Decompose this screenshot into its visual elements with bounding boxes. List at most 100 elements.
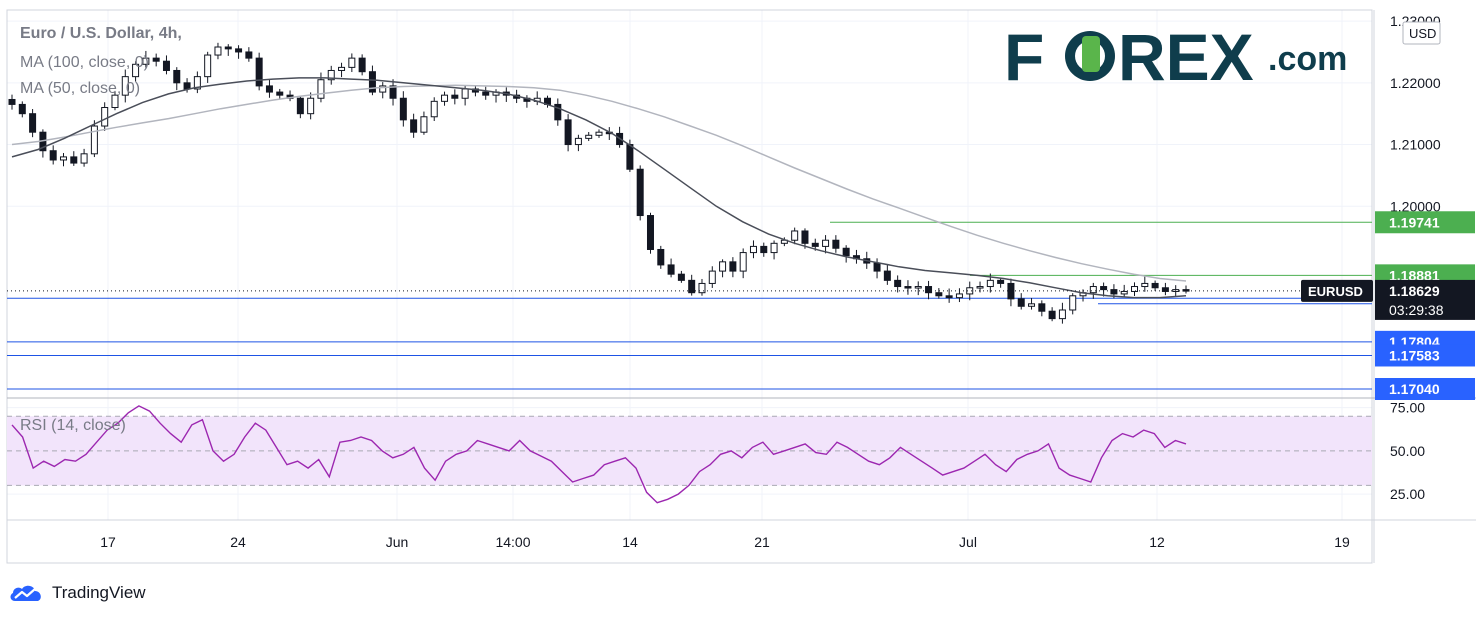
candle-body: [966, 287, 974, 295]
candle-body: [80, 153, 88, 164]
candle-body: [1089, 286, 1097, 294]
candle-body: [997, 279, 1005, 284]
x-tick-label: 14:00: [495, 534, 530, 550]
candle-body: [749, 245, 757, 254]
forex-logo-o-bar: [1082, 36, 1100, 72]
currency-label: USD: [1409, 26, 1436, 41]
candle-body: [1151, 282, 1159, 289]
legend-ma50: MA (50, close, 0): [20, 80, 140, 97]
candle-body: [1058, 309, 1066, 320]
candle-body: [574, 137, 582, 146]
candle-body: [894, 279, 902, 288]
candle-body: [204, 54, 212, 78]
candle-body: [925, 286, 933, 294]
candle-body: [1048, 310, 1056, 320]
chart-title: Euro / U.S. Dollar, 4h,: [20, 25, 182, 42]
candle-body: [1182, 289, 1190, 292]
ma50-line: [11, 77, 1187, 299]
candle-body: [121, 76, 129, 96]
candle-body: [904, 286, 912, 289]
ma100-line: [11, 84, 1187, 282]
rsi-tick-label: 25.00: [1390, 486, 1425, 502]
level-label-box: [1375, 378, 1475, 400]
candle-body: [955, 293, 963, 299]
countdown-label: 03:29:38: [1389, 302, 1444, 318]
candle-body: [832, 239, 840, 249]
symbol-label: EURUSD: [1308, 284, 1363, 299]
candle-body: [1028, 303, 1036, 307]
candle-body: [1110, 289, 1118, 295]
candle-body: [410, 119, 418, 133]
candle-body: [420, 116, 428, 133]
candle-body: [441, 94, 449, 102]
candle-body: [760, 245, 768, 254]
candle-body: [719, 261, 727, 272]
candle-body: [152, 57, 160, 62]
candle-body: [822, 239, 830, 247]
candle-body: [1120, 290, 1128, 295]
level-label: 1.17040: [1389, 381, 1440, 397]
candle-body: [935, 292, 943, 297]
level-label-box: [1375, 211, 1475, 234]
candle-body: [708, 270, 716, 284]
candle-body: [595, 131, 603, 136]
candle-body: [677, 273, 685, 281]
candle-body: [49, 150, 57, 161]
candle-body: [729, 261, 737, 272]
legend-ma100: MA (100, close, 0): [20, 54, 149, 71]
candle-body: [348, 57, 356, 68]
candle-body: [1131, 286, 1139, 292]
candle-body: [1007, 282, 1015, 300]
candle-body: [132, 63, 140, 78]
candle-body: [482, 91, 490, 96]
symbol-badge: [1301, 279, 1373, 302]
tradingview-label: TradingView: [52, 583, 146, 602]
rsi-tick-label: 50.00: [1390, 443, 1425, 459]
candle-body: [245, 51, 253, 59]
candle-body: [739, 252, 747, 272]
price-tick-label: 1.20000: [1390, 198, 1441, 214]
candle-body: [193, 76, 201, 90]
candle-body: [646, 215, 654, 250]
forex-logo-com: .com: [1268, 40, 1347, 78]
candle-body: [307, 97, 315, 115]
x-tick-label: 12: [1149, 534, 1165, 550]
candle-body: [296, 97, 304, 115]
candle-body: [183, 82, 191, 90]
last-price-box: [1375, 279, 1475, 320]
candle-body: [255, 57, 263, 87]
candle-body: [214, 46, 222, 56]
candle-body: [29, 113, 37, 133]
candle-body: [842, 247, 850, 257]
candle-body: [626, 144, 634, 170]
forex-logo-text: F: [1004, 20, 1045, 94]
x-tick-label: 17: [100, 534, 116, 550]
candle-body: [976, 286, 984, 289]
candle-body: [59, 156, 67, 161]
last-price-label: 1.18629: [1389, 283, 1440, 299]
candle-body: [914, 286, 922, 289]
candle-body: [801, 230, 809, 244]
candle-body: [986, 279, 994, 288]
rsi-line: [11, 405, 1187, 504]
candle-body: [8, 98, 16, 105]
candle-body: [1017, 298, 1025, 307]
candle-body: [698, 282, 706, 294]
candle-body: [90, 125, 98, 155]
candle-body: [873, 262, 881, 272]
candle-body: [1038, 303, 1046, 312]
rsi-band: [7, 416, 1372, 486]
candle-body: [585, 134, 593, 139]
x-tick-label: 24: [230, 534, 246, 550]
candle-body: [883, 270, 891, 281]
x-tick-label: 19: [1334, 534, 1350, 550]
candle-body: [430, 100, 438, 118]
rsi-tick-label: 75.00: [1390, 400, 1425, 416]
candle-body: [142, 57, 150, 65]
level-label-box: [1375, 344, 1475, 367]
candle-body: [1069, 295, 1077, 311]
candle-body: [338, 66, 346, 71]
tradingview-brand[interactable]: TradingView: [8, 578, 146, 608]
level-label: 1.17583: [1389, 347, 1440, 363]
